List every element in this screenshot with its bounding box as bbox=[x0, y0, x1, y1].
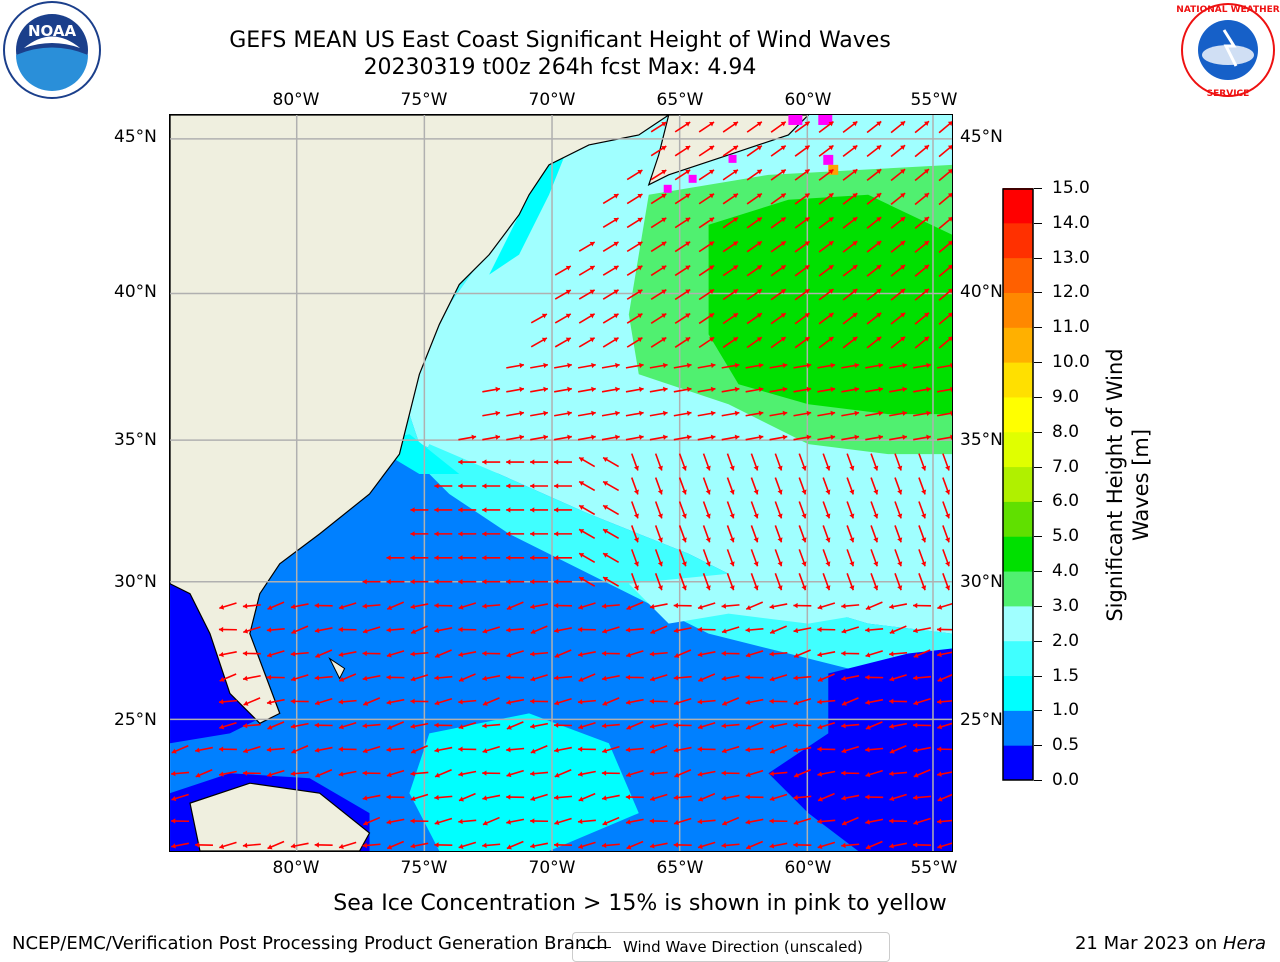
lon-tick-top: 75°W bbox=[401, 90, 448, 110]
lon-tick-bottom: 55°W bbox=[911, 858, 958, 878]
colorbar-tick-label: 1.5 bbox=[1052, 666, 1079, 686]
colorbar-segment bbox=[1003, 745, 1033, 780]
colorbar-tick-mark bbox=[1034, 710, 1042, 711]
colorbar-tick-mark bbox=[1034, 258, 1042, 259]
colorbar-tick-mark bbox=[1034, 362, 1042, 363]
lat-tick-left: 35°N bbox=[114, 430, 157, 450]
svg-text:NATIONAL WEATHER: NATIONAL WEATHER bbox=[1176, 5, 1279, 15]
footer-date-text: 21 Mar 2023 on bbox=[1075, 933, 1223, 954]
lon-tick-bottom: 70°W bbox=[529, 858, 576, 878]
colorbar-tick-mark bbox=[1034, 223, 1042, 224]
colorbar-segment bbox=[1003, 641, 1033, 676]
lon-tick-top: 55°W bbox=[911, 90, 958, 110]
map-canvas bbox=[169, 114, 953, 852]
colorbar-tick-mark bbox=[1034, 467, 1042, 468]
colorbar-tick-label: 3.0 bbox=[1052, 596, 1079, 616]
colorbar-segment bbox=[1003, 432, 1033, 467]
colorbar-tick-label: 12.0 bbox=[1052, 282, 1090, 302]
colorbar-tick-mark bbox=[1034, 536, 1042, 537]
colorbar-segment bbox=[1003, 397, 1033, 432]
lon-tick-bottom: 80°W bbox=[273, 858, 320, 878]
colorbar-segment bbox=[1003, 258, 1033, 293]
legend-label: Wind Wave Direction (unscaled) bbox=[623, 938, 863, 956]
lat-tick-left: 25°N bbox=[114, 710, 157, 730]
colorbar-tick-label: 11.0 bbox=[1052, 317, 1090, 337]
colorbar-tick-mark bbox=[1034, 641, 1042, 642]
colorbar-segment bbox=[1003, 501, 1033, 536]
colorbar-segment bbox=[1003, 362, 1033, 397]
lon-tick-top: 70°W bbox=[529, 90, 576, 110]
lon-tick-top: 80°W bbox=[273, 90, 320, 110]
lat-tick-left: 40°N bbox=[114, 282, 157, 302]
colorbar-tick-mark bbox=[1034, 188, 1042, 189]
lat-tick-right: 35°N bbox=[960, 430, 1003, 450]
wave-height-map: Wind Wave Direction (unscaled) bbox=[169, 114, 953, 852]
lat-tick-left: 45°N bbox=[114, 127, 157, 147]
chart-subtitle: 20230319 t00z 264h fcst Max: 4.94 bbox=[0, 55, 1120, 81]
colorbar-segment bbox=[1003, 327, 1033, 362]
colorbar-tick-mark bbox=[1034, 606, 1042, 607]
svg-text:SERVICE: SERVICE bbox=[1207, 89, 1250, 99]
footer-credit: NCEP/EMC/Verification Post Processing Pr… bbox=[12, 933, 608, 954]
colorbar-label: Significant Height of Wind Waves [m] bbox=[1102, 348, 1154, 621]
colorbar-segment bbox=[1003, 571, 1033, 606]
colorbar-segment bbox=[1003, 710, 1033, 745]
colorbar-tick-label: 14.0 bbox=[1052, 213, 1090, 233]
nws-logo: NATIONAL WEATHER SERVICE bbox=[1176, 0, 1280, 100]
colorbar-label-line1: Significant Height of Wind bbox=[1102, 348, 1128, 621]
sea-ice-note: Sea Ice Concentration > 15% is shown in … bbox=[0, 891, 1280, 916]
colorbar-tick-label: 4.0 bbox=[1052, 561, 1079, 581]
lat-tick-right: 40°N bbox=[960, 282, 1003, 302]
lat-tick-right: 25°N bbox=[960, 710, 1003, 730]
noaa-logo: NOAA bbox=[2, 0, 102, 100]
lon-tick-bottom: 75°W bbox=[401, 858, 448, 878]
colorbar-tick-label: 5.0 bbox=[1052, 526, 1079, 546]
lat-tick-right: 30°N bbox=[960, 572, 1003, 592]
map-legend: Wind Wave Direction (unscaled) bbox=[572, 932, 890, 962]
colorbar-tick-label: 9.0 bbox=[1052, 387, 1079, 407]
lat-tick-left: 30°N bbox=[114, 572, 157, 592]
colorbar-tick-label: 15.0 bbox=[1052, 178, 1090, 198]
colorbar-tick-label: 0.0 bbox=[1052, 770, 1079, 790]
colorbar-tick-label: 8.0 bbox=[1052, 422, 1079, 442]
colorbar-tick-mark bbox=[1034, 571, 1042, 572]
footer-machine: Hera bbox=[1223, 933, 1266, 954]
colorbar-segment bbox=[1003, 223, 1033, 258]
colorbar-segment bbox=[1003, 536, 1033, 571]
colorbar bbox=[1002, 188, 1034, 782]
chart-title: GEFS MEAN US East Coast Significant Heig… bbox=[0, 28, 1120, 54]
colorbar-tick-mark bbox=[1034, 327, 1042, 328]
colorbar-tick-label: 0.5 bbox=[1052, 735, 1079, 755]
footer-date: 21 Mar 2023 on Hera bbox=[1075, 933, 1266, 954]
colorbar-segment bbox=[1003, 606, 1033, 641]
colorbar-tick-label: 6.0 bbox=[1052, 491, 1079, 511]
lon-tick-top: 60°W bbox=[785, 90, 832, 110]
colorbar-tick-mark bbox=[1034, 397, 1042, 398]
colorbar-tick-label: 2.0 bbox=[1052, 631, 1079, 651]
lon-tick-top: 65°W bbox=[657, 90, 704, 110]
lat-tick-right: 45°N bbox=[960, 127, 1003, 147]
colorbar-tick-label: 1.0 bbox=[1052, 700, 1079, 720]
colorbar-tick-label: 10.0 bbox=[1052, 352, 1090, 372]
colorbar-tick-mark bbox=[1034, 432, 1042, 433]
lon-tick-bottom: 60°W bbox=[785, 858, 832, 878]
colorbar-tick-mark bbox=[1034, 501, 1042, 502]
colorbar-tick-mark bbox=[1034, 676, 1042, 677]
lon-tick-bottom: 65°W bbox=[657, 858, 704, 878]
colorbar-segment bbox=[1003, 188, 1033, 223]
svg-text:NOAA: NOAA bbox=[28, 22, 77, 40]
colorbar-tick-label: 7.0 bbox=[1052, 457, 1079, 477]
colorbar-segment bbox=[1003, 467, 1033, 502]
colorbar-label-line2: Waves [m] bbox=[1128, 348, 1154, 621]
colorbar-tick-mark bbox=[1034, 292, 1042, 293]
colorbar-tick-label: 13.0 bbox=[1052, 248, 1090, 268]
colorbar-segment bbox=[1003, 676, 1033, 711]
colorbar-tick-mark bbox=[1034, 780, 1042, 781]
colorbar-tick-mark bbox=[1034, 745, 1042, 746]
colorbar-segment bbox=[1003, 292, 1033, 327]
